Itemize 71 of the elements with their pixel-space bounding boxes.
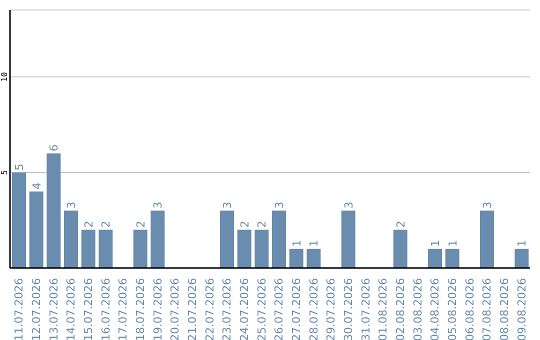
bar (480, 210, 494, 268)
bar (341, 210, 356, 268)
bar (289, 248, 304, 268)
x-tick-label: 14.07.2026 (64, 278, 78, 340)
y-tick-label: 10 (0, 72, 9, 82)
data-label: 2 (134, 220, 148, 228)
x-tick-label: 01.08.2026 (376, 278, 390, 340)
bar (64, 210, 78, 268)
x-tick-label: 07.08.2026 (480, 278, 494, 340)
x-tick-label: 30.07.2026 (342, 278, 355, 340)
data-label: 3 (273, 202, 286, 209)
x-tick-label: 25.07.2026 (255, 278, 268, 340)
x-tick-label: 27.07.2026 (290, 278, 303, 340)
data-label: 3 (342, 202, 356, 209)
x-tick-label: 15.07.2026 (82, 278, 95, 340)
bar (254, 230, 269, 268)
x-tick-label: 19.07.2026 (151, 278, 164, 340)
x-tick-label: 22.07.2026 (203, 278, 216, 340)
x-tick-label: 31.07.2026 (359, 278, 372, 340)
bar (428, 248, 442, 268)
x-tick-label: 06.08.2026 (463, 278, 476, 340)
bar (237, 230, 252, 268)
x-tick-label: 29.07.2026 (324, 278, 338, 340)
bar (445, 248, 460, 268)
x-tick-label: 24.07.2026 (238, 278, 251, 340)
x-tick-label: 09.08.2026 (515, 278, 528, 340)
data-label: 1 (308, 240, 321, 247)
x-tick-label: 26.07.2026 (272, 278, 286, 340)
bar (306, 248, 321, 268)
data-label: 3 (481, 202, 494, 209)
data-label: 2 (82, 220, 96, 228)
data-label: 1 (446, 240, 460, 247)
x-tick-label: 28.07.2026 (307, 278, 320, 340)
x-tick-label: 18.07.2026 (134, 278, 147, 340)
bar (220, 210, 234, 268)
bar (150, 210, 165, 268)
data-label: 3 (65, 202, 78, 209)
x-tick-label: 04.08.2026 (428, 278, 442, 340)
data-label: 1 (516, 240, 529, 247)
bar (133, 230, 148, 268)
bar (46, 153, 61, 268)
data-label: 2 (238, 220, 252, 228)
x-tick-label: 21.07.2026 (186, 278, 199, 340)
bar (272, 210, 286, 268)
x-tick-label: 11.07.2026 (12, 278, 26, 340)
x-tick-label: 17.07.2026 (116, 278, 130, 340)
x-tick-label: 16.07.2026 (99, 278, 112, 340)
bar (98, 230, 113, 268)
x-tick-label: 03.08.2026 (411, 278, 424, 340)
x-tick-label: 05.08.2026 (446, 278, 459, 340)
x-tick-label: 13.07.2026 (47, 278, 60, 340)
bar (393, 230, 408, 268)
x-tick-label: 02.08.2026 (394, 278, 407, 340)
data-label: 4 (30, 182, 44, 190)
x-tick-label: 23.07.2026 (220, 278, 234, 340)
data-label: 2 (100, 220, 113, 228)
data-label: 2 (256, 220, 269, 228)
bar (12, 172, 26, 268)
data-label: 6 (48, 144, 61, 152)
data-label: 1 (429, 240, 442, 247)
data-label: 1 (290, 240, 304, 247)
data-label: 3 (152, 202, 165, 209)
bar (514, 248, 529, 268)
bar (81, 230, 96, 268)
x-tick-label: 08.08.2026 (498, 278, 511, 340)
data-label: 5 (13, 163, 26, 170)
data-label: 3 (221, 202, 234, 209)
x-tick-label: 20.07.2026 (168, 278, 182, 340)
x-tick-label: 12.07.2026 (30, 278, 43, 340)
bar (29, 192, 44, 268)
data-label: 2 (394, 220, 408, 228)
